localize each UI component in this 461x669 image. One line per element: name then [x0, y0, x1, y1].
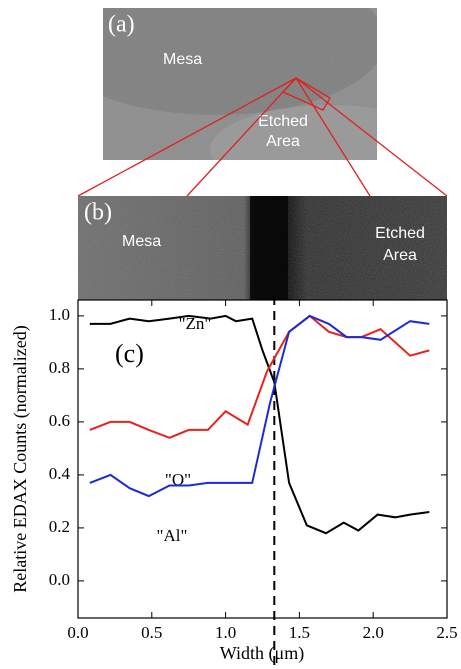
plot-frame	[77, 299, 448, 619]
y-tick-label: 0.4	[49, 464, 71, 483]
data-line	[89, 314, 430, 498]
x-tick-label: 2.0	[363, 623, 384, 642]
y-tick-label: 0.2	[49, 517, 70, 536]
y-tick-label: 0.8	[49, 358, 70, 377]
region-label: Mesa	[122, 233, 161, 250]
panel-label: (c)	[115, 339, 144, 368]
series-label: "O"	[165, 470, 191, 489]
region-label: Area	[383, 247, 417, 264]
y-tick-label: 0.6	[49, 411, 70, 430]
x-tick-label: 0.0	[67, 623, 88, 642]
series-label: "Zn"	[179, 314, 212, 333]
sem-image-b	[78, 196, 447, 300]
panel-label: (b)	[84, 200, 112, 226]
region-label: Mesa	[163, 51, 202, 68]
zoom-lines	[77, 77, 448, 197]
region-label: Etched	[258, 113, 308, 130]
y-tick-label: 1.0	[49, 305, 70, 324]
x-tick-label: 2.5	[436, 623, 457, 642]
y-axis-title: Relative EDAX Counts (normalized)	[10, 325, 31, 592]
data-line	[89, 314, 430, 439]
x-axis-title: Width (μm)	[220, 643, 304, 664]
x-tick-label: 0.5	[141, 623, 162, 642]
data-line	[89, 314, 430, 535]
y-tick-label: 0.0	[49, 570, 70, 589]
x-tick-label: 1.5	[289, 623, 310, 642]
series-label: "Al"	[157, 526, 188, 545]
sem-image-a	[103, 8, 377, 160]
x-tick-label: 1.0	[215, 623, 236, 642]
panel-label: (a)	[108, 12, 135, 38]
region-label: Etched	[375, 225, 425, 242]
region-label: Area	[266, 133, 300, 150]
